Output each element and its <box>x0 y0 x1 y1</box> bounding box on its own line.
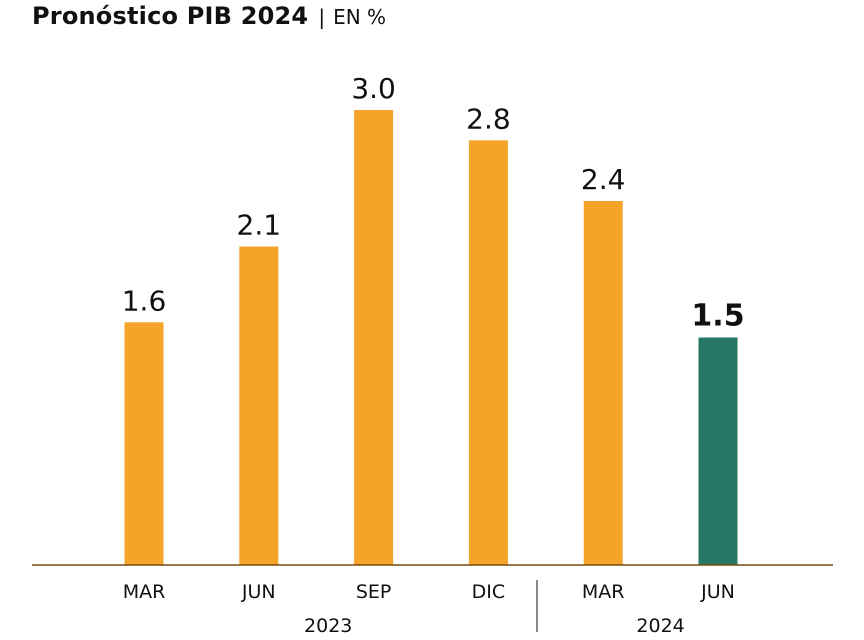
x-tick-label-6: JUN <box>700 581 735 603</box>
bar-1 <box>124 322 164 565</box>
chart-title: Pronóstico PIB 2024 <box>32 2 309 30</box>
x-tick-label-2: JUN <box>241 581 276 603</box>
bar-5 <box>583 201 623 565</box>
chart-header: Pronóstico PIB 2024 | EN % <box>32 2 386 34</box>
value-label-4: 2.8 <box>466 102 511 135</box>
bar-6 <box>698 337 738 565</box>
bar-4 <box>468 140 508 566</box>
x-tick-label-5: MAR <box>582 581 625 603</box>
x-tick-label-1: MAR <box>123 581 166 603</box>
bar-2 <box>239 246 279 565</box>
value-label-1: 1.6 <box>122 284 167 317</box>
chart-unit: EN % <box>333 5 387 29</box>
title-separator: | <box>318 5 326 29</box>
bar-3 <box>354 110 394 565</box>
value-label-6: 1.5 <box>691 299 744 334</box>
x-tick-label-4: DIC <box>472 581 506 603</box>
x-tick-label-3: SEP <box>356 581 392 603</box>
year-label-2024: 2024 <box>636 615 684 637</box>
value-label-5: 2.4 <box>581 163 626 196</box>
year-label-2023: 2023 <box>304 615 352 637</box>
value-label-3: 3.0 <box>351 72 396 105</box>
value-label-2: 2.1 <box>237 209 282 242</box>
